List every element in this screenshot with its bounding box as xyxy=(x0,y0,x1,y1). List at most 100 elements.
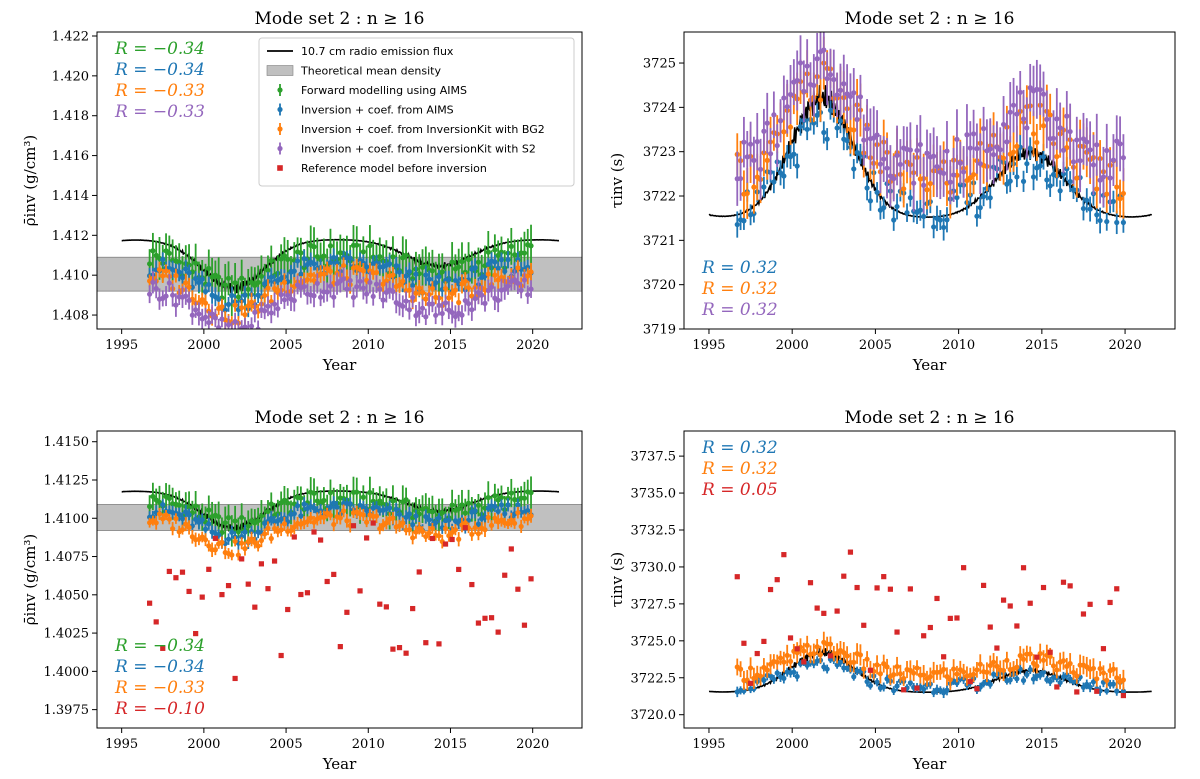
data-point xyxy=(1100,670,1107,676)
data-point xyxy=(413,271,419,277)
data-point xyxy=(255,326,261,329)
reference-point xyxy=(166,568,172,575)
data-point xyxy=(248,529,255,535)
y-tick-label: 3727.5 xyxy=(631,597,677,612)
data-point xyxy=(281,279,288,285)
data-point xyxy=(767,673,774,679)
data-point xyxy=(834,92,840,98)
data-point xyxy=(518,523,524,530)
data-point xyxy=(442,525,449,532)
data-point xyxy=(413,513,419,519)
data-point xyxy=(268,274,274,280)
data-point xyxy=(831,76,837,83)
data-point xyxy=(505,283,511,289)
reference-point xyxy=(1107,599,1113,606)
data-point xyxy=(1097,177,1103,183)
data-point xyxy=(525,264,531,270)
data-point xyxy=(298,495,304,501)
correlation-label: R = −0.34 xyxy=(114,39,205,59)
data-point xyxy=(525,273,531,279)
data-point xyxy=(206,281,212,288)
data-point xyxy=(747,665,754,671)
data-point xyxy=(242,529,248,535)
data-point xyxy=(327,243,334,249)
data-point xyxy=(311,244,317,250)
data-point xyxy=(1014,174,1020,180)
data-point xyxy=(393,506,399,513)
legend: 10.7 cm radio emission flux Theoretical m… xyxy=(258,37,575,187)
data-point xyxy=(957,160,963,166)
data-point xyxy=(495,297,501,303)
data-point xyxy=(824,136,830,142)
data-point xyxy=(331,521,337,528)
data-point xyxy=(341,263,347,269)
data-point xyxy=(794,163,800,169)
data-point xyxy=(525,292,531,298)
data-point xyxy=(426,517,432,523)
legend-label: Theoretical mean density xyxy=(300,65,441,78)
data-point xyxy=(373,269,380,276)
data-point xyxy=(1064,113,1070,119)
data-point xyxy=(350,294,357,300)
data-point xyxy=(485,514,491,521)
data-point xyxy=(403,273,409,279)
data-point xyxy=(492,247,498,253)
data-point xyxy=(317,294,324,300)
reference-point xyxy=(881,574,887,580)
reference-point xyxy=(495,629,501,635)
reference-point xyxy=(754,650,760,657)
data-point xyxy=(150,493,156,500)
data-point xyxy=(508,243,514,249)
data-point xyxy=(403,497,409,503)
reference-point xyxy=(847,549,854,555)
data-point xyxy=(811,120,817,126)
data-point xyxy=(225,515,232,521)
data-point xyxy=(236,330,241,335)
data-point xyxy=(327,283,334,289)
data-point xyxy=(360,285,366,291)
data-point xyxy=(449,502,455,508)
reference-point xyxy=(927,624,933,631)
data-point xyxy=(186,504,192,510)
reference-point xyxy=(894,629,900,635)
data-point xyxy=(390,254,396,260)
reference-point xyxy=(449,536,455,543)
data-point xyxy=(761,677,767,683)
data-point xyxy=(980,126,987,132)
data-point xyxy=(1074,673,1080,679)
data-point xyxy=(285,292,291,298)
data-point xyxy=(1060,171,1067,177)
data-point xyxy=(183,266,189,272)
data-point xyxy=(423,296,429,302)
data-point xyxy=(465,285,472,291)
data-point xyxy=(186,512,192,518)
data-point xyxy=(1027,145,1033,152)
reference-point xyxy=(887,586,893,592)
reference-point xyxy=(186,588,192,595)
data-point xyxy=(416,525,422,531)
reference-point xyxy=(734,574,740,580)
data-point xyxy=(974,146,980,152)
data-point xyxy=(416,285,422,291)
data-point xyxy=(390,498,396,504)
data-point xyxy=(472,508,478,514)
data-point xyxy=(851,674,857,680)
data-point xyxy=(373,281,380,287)
data-point xyxy=(987,662,993,669)
data-point xyxy=(360,512,366,518)
axes-frame xyxy=(96,430,583,729)
data-point xyxy=(212,547,218,553)
data-point xyxy=(222,282,228,288)
data-point xyxy=(150,248,156,254)
data-point xyxy=(515,257,521,263)
reference-point xyxy=(502,572,508,578)
axes-frame xyxy=(683,31,1176,330)
data-point xyxy=(1050,663,1057,669)
data-point xyxy=(173,273,179,279)
y-tick-label: 1.4050 xyxy=(44,588,90,603)
data-point xyxy=(961,169,967,175)
data-point xyxy=(874,662,880,668)
data-point xyxy=(990,659,997,665)
reference-point xyxy=(364,535,370,541)
data-point xyxy=(774,142,780,149)
